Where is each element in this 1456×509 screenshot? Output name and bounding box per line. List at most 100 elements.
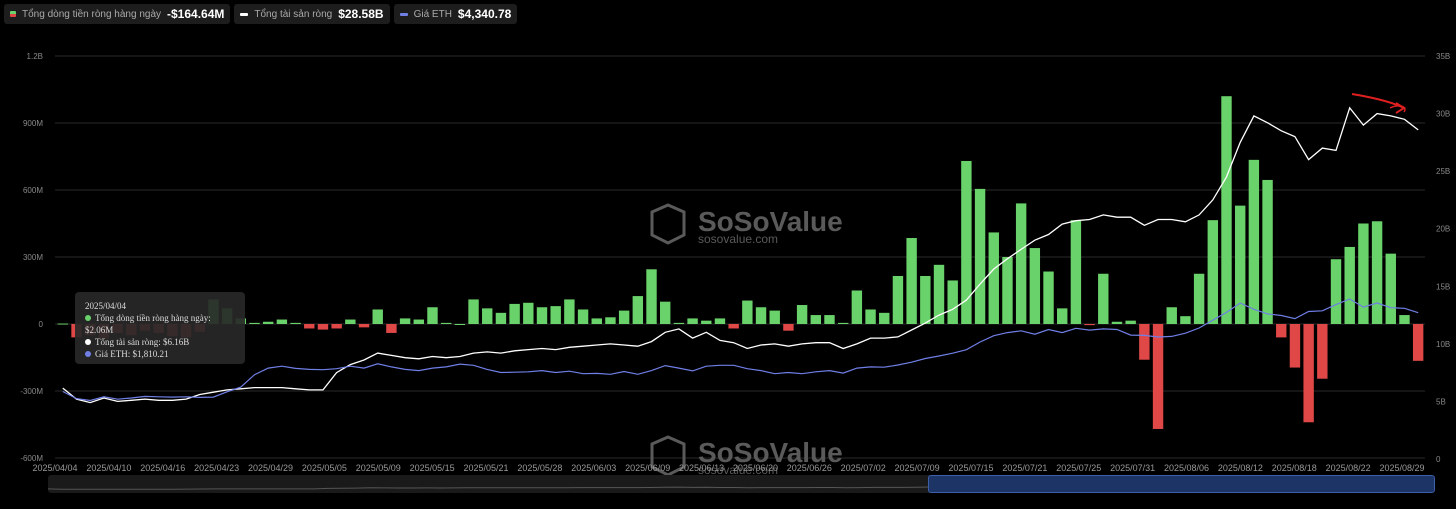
- net-flow-bar: [1098, 273, 1109, 324]
- net-flow-bar: [851, 290, 863, 324]
- net-flow-bar: [988, 232, 999, 324]
- net-flow-bar: [345, 319, 356, 324]
- x-tick-label: 2025/08/06: [1164, 463, 1209, 473]
- net-flow-bar: [742, 300, 753, 324]
- net-flow-bar: [372, 309, 383, 324]
- x-tick-label: 2025/06/13: [679, 463, 724, 473]
- x-tick-label: 2025/06/03: [571, 463, 616, 473]
- net-flow-swatch-icon: [10, 11, 16, 17]
- y-right-tick-label: 5B: [1436, 397, 1446, 406]
- x-tick-label: 2025/07/02: [841, 463, 886, 473]
- net-flow-bar: [1029, 248, 1041, 324]
- net-flow-bar: [1371, 221, 1383, 324]
- net-flow-bar: [509, 303, 520, 324]
- net-flow-bar: [961, 160, 972, 324]
- net-flow-bar: [974, 188, 986, 324]
- net-flow-bars: [57, 96, 1424, 429]
- navigator-selection-handle[interactable]: [928, 475, 1435, 493]
- net-flow-bar: [1043, 271, 1054, 324]
- x-tick-label: 2025/08/12: [1218, 463, 1263, 473]
- x-tick-label: 2025/05/05: [302, 463, 347, 473]
- net-flow-bar: [440, 322, 452, 324]
- watermark-bottom: SoSoValue sosovalue.com: [650, 435, 843, 477]
- total-assets-label: Tổng tài sản ròng: [254, 8, 333, 20]
- net-flow-bar: [564, 299, 575, 324]
- eth-dot-icon: [85, 351, 91, 357]
- tooltip-assets-row: Tổng tài sản ròng: $6.16B: [85, 336, 235, 348]
- sosovalue-logo-icon-2: [650, 435, 686, 477]
- net-flow-bar: [591, 318, 602, 324]
- net-flow-bar: [1399, 315, 1410, 324]
- x-tick-label: 2025/04/16: [140, 463, 185, 473]
- net-flow-bar: [714, 318, 726, 324]
- legend-item-net-flow[interactable]: Tổng dòng tiền ròng hàng ngày -$164.64M: [4, 4, 231, 24]
- x-tick-label: 2025/04/29: [248, 463, 293, 473]
- x-tick-label: 2025/05/09: [356, 463, 401, 473]
- x-tick-label: 2025/07/31: [1110, 463, 1155, 473]
- net-flow-bar: [1330, 259, 1342, 324]
- net-flow-bar: [304, 324, 315, 329]
- legend-item-eth-price[interactable]: Giá ETH $4,340.78: [393, 4, 518, 24]
- net-flow-bar: [1084, 324, 1095, 326]
- net-flow-bar: [57, 323, 69, 325]
- net-flow-bar: [482, 308, 493, 324]
- x-tick-label: 2025/08/22: [1326, 463, 1371, 473]
- net-flow-bar: [660, 301, 671, 324]
- net-flow-bar: [1276, 324, 1287, 338]
- eth-price-line: [62, 298, 1419, 402]
- net-flow-bar: [386, 324, 397, 333]
- net-flow-bar: [1385, 253, 1396, 324]
- net-flow-bar: [1289, 324, 1301, 368]
- total-assets-line: [62, 106, 1419, 404]
- net-flow-bar: [1207, 220, 1219, 324]
- net-flow-bar: [1139, 324, 1150, 360]
- net-flow-bar: [947, 280, 958, 324]
- net-flow-bar: [673, 322, 685, 324]
- chart-tooltip: 2025/04/04 Tổng dòng tiền ròng hàng ngày…: [75, 292, 245, 364]
- net-flow-bar: [906, 238, 917, 324]
- x-tick-label: 2025/06/09: [625, 463, 670, 473]
- net-flow-bar: [1070, 220, 1082, 324]
- total-assets-value: $28.58B: [338, 7, 384, 21]
- x-tick-label: 2025/04/23: [194, 463, 239, 473]
- net-flow-bar: [1057, 308, 1068, 324]
- legend-item-total-assets[interactable]: Tổng tài sản ròng $28.58B: [234, 4, 390, 24]
- net-flow-bar: [249, 322, 260, 324]
- net-flow-bar: [1166, 307, 1177, 324]
- y-left-tick-label: 300M: [23, 253, 43, 262]
- y-right-tick-label: 35B: [1436, 52, 1450, 61]
- net-flow-bar: [646, 269, 657, 324]
- net-flow-bar: [1303, 324, 1314, 423]
- net-flow-bar: [577, 309, 589, 324]
- tooltip-eth: Giá ETH: $1,810.21: [95, 349, 169, 359]
- watermark-brand: SoSoValue: [698, 206, 843, 237]
- net-flow-bar: [865, 309, 876, 324]
- net-flow-bar: [1180, 316, 1191, 324]
- y-right-tick-label: 25B: [1436, 167, 1450, 176]
- net-flow-bar: [810, 315, 821, 324]
- x-tick-label: 2025/04/10: [86, 463, 131, 473]
- net-flow-bar: [413, 319, 424, 324]
- net-flow-bar: [605, 317, 616, 324]
- red-arrow-annotation-icon: [1351, 93, 1406, 114]
- net-flow-bar: [317, 324, 329, 330]
- net-flow-bar: [769, 310, 780, 324]
- net-flow-bar: [495, 312, 507, 324]
- net-flow-bar: [1193, 273, 1205, 324]
- net-flow-bar: [1262, 179, 1273, 324]
- range-navigator[interactable]: [48, 475, 1435, 493]
- net-flow-bar: [276, 319, 288, 324]
- net-flow-bar: [755, 307, 767, 324]
- net-flow-value: -$164.64M: [167, 7, 225, 21]
- x-tick-label: 2025/07/25: [1056, 463, 1101, 473]
- x-tick-label: 2025/07/15: [948, 463, 993, 473]
- net-flow-bar: [1344, 246, 1355, 324]
- x-tick-label: 2025/05/15: [410, 463, 455, 473]
- net-flow-bar: [1125, 320, 1136, 324]
- net-flow-bar: [454, 324, 466, 325]
- tooltip-date: 2025/04/04: [85, 301, 127, 311]
- x-tick-label: 2025/05/21: [464, 463, 509, 473]
- net-flow-bar: [837, 322, 849, 324]
- net-flow-bar: [796, 305, 808, 324]
